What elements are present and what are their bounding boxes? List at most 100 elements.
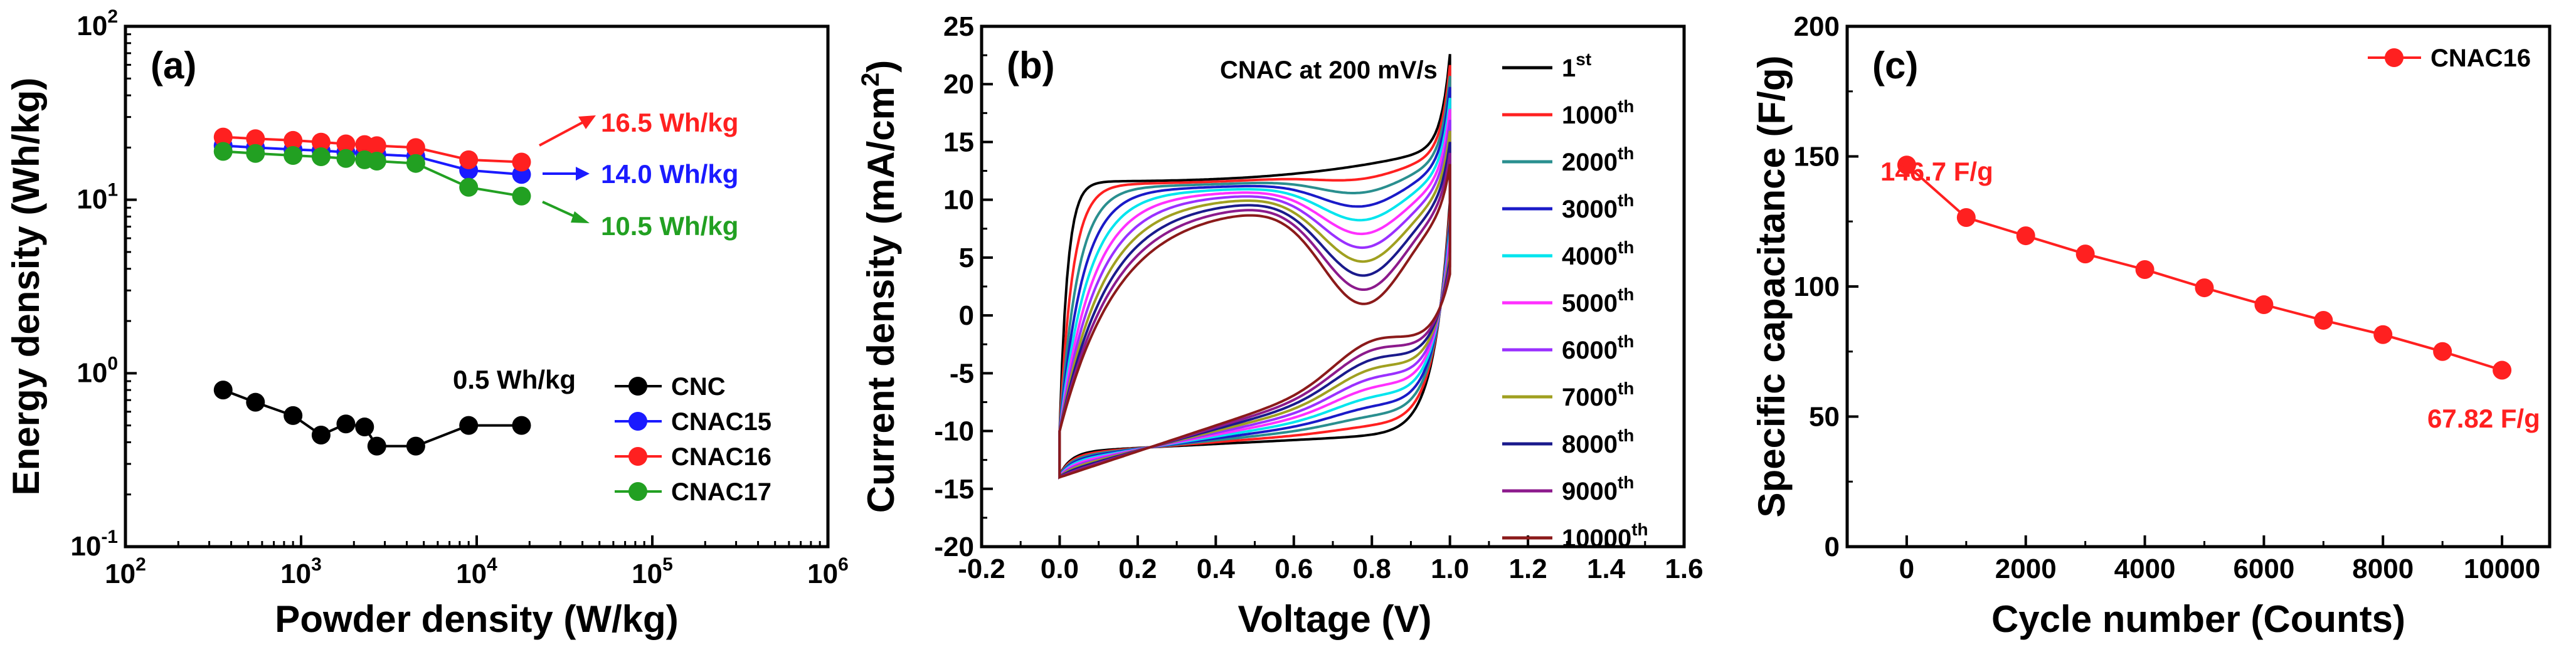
b-legend-8000: 8000th [1562,426,1634,458]
a-point-cnac17 [284,146,303,166]
b-xtick-label: 1.6 [1665,554,1703,584]
c-point-cnac16 [2254,295,2274,315]
a-line-cnc [223,389,522,448]
c-point-cnac16 [2314,310,2333,330]
a-xtick-label-4: 104 [456,554,497,589]
b-ytick-label: 0 [959,300,974,331]
c-point-cnac16 [2016,226,2035,246]
b-xtick-label: 1.0 [1431,554,1469,584]
annot-16-5: 16.5 Wh/kg [601,108,738,137]
b-legend-5000: 5000th [1562,285,1634,317]
c-ytick-label: 150 [1794,142,1840,172]
b-legend-6000: 6000th [1562,332,1634,364]
a-xtick-label-6: 106 [807,554,849,589]
a-xtick-label-5: 105 [632,554,673,589]
a-xtick-label-2: 102 [105,554,146,589]
legend-marker-cnac16 [628,447,647,466]
legend-marker-cnac15 [628,412,647,431]
a-point-cnc [367,436,386,456]
panel-b-title: CNAC at 200 mV/s [1220,56,1438,84]
annot-67-82: 67.82 F/g [2427,404,2540,433]
a-point-cnac16 [336,134,356,154]
panel-c-legend: CNAC16 [2368,45,2531,72]
annot-146-7: 146.7 F/g [1880,157,1993,186]
b-xtick-label: 0.0 [1041,554,1079,584]
c-xtick-label: 2000 [1995,554,2057,584]
b-xtick-label: 1.2 [1509,554,1547,584]
panel-a-ylabel: Energy density (Wh/kg) [5,78,47,496]
annot-0-5: 0.5 Wh/kg [453,365,576,394]
b-ytick-label: 5 [959,243,974,273]
a-ytick-label-1: 101 [77,180,118,215]
a-point-cnc [355,418,374,437]
b-legend-2000: 2000th [1562,144,1634,176]
panel-c-capacitance-chart: 0 2000 4000 6000 8000 10000 0 50 100 150 200 (c) C… [1751,11,2552,640]
panel-a-ticks: 102 103 104 105 106 10-1 100 101 102 [70,6,848,589]
annot-arrowhead-16-5 [578,115,596,129]
annot-arrowhead-14-0 [576,167,590,181]
c-xtick-label: 6000 [2233,554,2294,584]
legend-cnac17: CNAC17 [671,478,771,506]
annot-arrow-10-5 [542,201,578,219]
b-xtick-label: 0.4 [1197,554,1236,584]
panel-b-label: (b) [1007,45,1055,87]
a-point-cnac16 [512,152,531,172]
panel-b-ylabel: Current density (mA/cm2) [857,60,902,513]
b-ytick-label: -15 [934,474,974,505]
panel-b-legend: 1st 1000th 2000th 3000th 4000th 5000th 6000th 7… [1502,50,1648,552]
b-legend-9000: 9000th [1562,473,1634,505]
panel-a-legend: CNC CNAC15 CNAC16 CNAC17 [615,373,771,506]
c-point-cnac16 [2433,342,2452,361]
a-point-cnac16 [367,136,386,155]
a-point-cnac16 [246,129,265,149]
c-line-cnac16 [1905,164,2503,372]
c-point-cnac16 [2493,360,2512,380]
panel-a-data [213,127,531,456]
c-point-cnac16 [2135,260,2155,280]
legend-marker-cnc [628,377,647,396]
a-point-cnac17 [406,154,425,173]
a-point-cnac17 [213,142,233,161]
a-point-cnc [246,392,265,412]
b-ytick-label: 15 [943,127,974,157]
a-point-cnac17 [311,147,331,167]
c-point-cnac16 [2075,244,2095,264]
annot-arrow-16-5 [539,119,587,147]
panel-b-cv-chart: -0.2 0.0 0.2 0.4 0.6 0.8 1.0 1.2 1.4 1.6 -20 -15 -10… [857,11,1704,640]
c-ytick-label: 0 [1825,532,1840,562]
b-ytick-label: 25 [943,11,974,42]
b-legend-4000: 4000th [1562,238,1634,270]
legend-cnac16-c: CNAC16 [2430,45,2531,72]
a-point-cnac16 [406,138,425,157]
a-point-cnac17 [459,177,479,197]
c-ytick-label: 100 [1794,271,1840,302]
legend-cnac16: CNAC16 [671,443,771,471]
b-xtick-label: 0.8 [1353,554,1391,584]
c-ytick-label: 200 [1794,11,1840,42]
b-legend-1: 1st [1562,50,1591,82]
legend-cnac15: CNAC15 [671,408,771,436]
legend-cnc: CNC [671,373,726,401]
b-xtick-label: -0.2 [958,554,1005,584]
c-xtick-label: 10000 [2464,554,2540,584]
a-point-cnac17 [512,186,531,206]
b-ytick-label: 10 [943,185,974,216]
panel-c-xlabel: Cycle number (Counts) [1991,598,2405,640]
a-point-cnc [213,381,233,400]
a-ytick-label-0: 100 [77,353,118,388]
a-point-cnac17 [336,149,356,168]
c-xtick-label: 8000 [2352,554,2414,584]
a-ytick-label-1: 10-1 [70,527,118,562]
panel-c-ylabel: Specific capacitance (F/g) [1751,56,1793,518]
annot-arrowhead-10-5 [571,211,590,223]
a-xtick-label-3: 103 [280,554,322,589]
c-ytick-label: 50 [1809,402,1840,433]
panel-c-ticks: 0 2000 4000 6000 8000 10000 0 50 100 150 200 [1794,11,2541,584]
panel-a-energy-density-chart: 102 103 104 105 106 10-1 100 101 102 (a) Powder … [5,6,849,640]
c-point-cnac16 [2373,325,2393,344]
a-point-cnc [311,425,331,444]
a-point-cnc [336,414,356,434]
c-xtick-label: 4000 [2114,554,2176,584]
a-point-cnc [406,436,425,456]
